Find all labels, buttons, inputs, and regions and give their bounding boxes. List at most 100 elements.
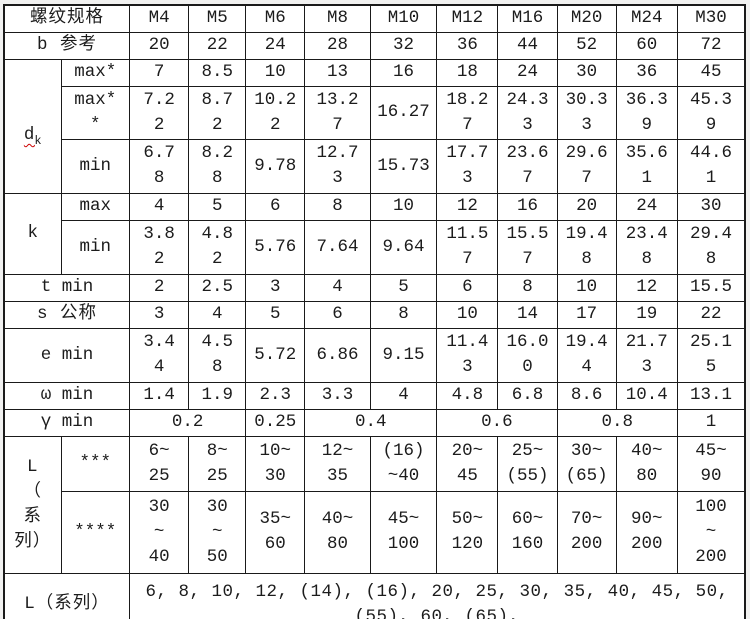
cell-omega-m5: 1.9 <box>188 381 247 410</box>
cell-k-max-m24: 24 <box>615 192 678 221</box>
cell-k-max-m8: 8 <box>304 192 371 221</box>
cell-L1-m6: 10~ 30 <box>245 435 306 492</box>
cell-k-min-m4: 3.8 2 <box>129 219 190 275</box>
cell-gamma-m8-m10: 0.4 <box>304 408 438 437</box>
cell-omega-m8: 3.3 <box>304 381 371 410</box>
cell-dk-min-m6: 9.78 <box>245 138 306 194</box>
row-label-b: b 参考 <box>3 31 131 60</box>
cell-series-list: 6, 8, 10, 12, (14), (16), 20, 25, 30, 35… <box>129 572 746 619</box>
cell-e-m30: 25.1 5 <box>676 327 746 383</box>
row-series: L（系列） 6, 8, 10, 12, (14), (16), 20, 25, … <box>3 572 746 619</box>
cell-L2-m12: 50~ 120 <box>436 490 499 574</box>
row-gamma: γ min 0.2 0.25 0.4 0.6 0.8 1 <box>3 408 746 437</box>
row-label-k: k <box>3 192 62 275</box>
cell-dk-max2-m12: 18.2 7 <box>436 85 499 140</box>
cell-gamma-m4-m5: 0.2 <box>129 408 247 437</box>
row-label-series: L（系列） <box>3 572 131 619</box>
sub-label-L-range2: **** <box>60 490 131 574</box>
cell-dk-max2-m5: 8.7 2 <box>188 85 247 140</box>
cell-dk-max2-m30: 45.3 9 <box>676 85 746 140</box>
cell-t-m5: 2.5 <box>188 273 247 302</box>
cell-k-max-m30: 30 <box>676 192 746 221</box>
row-L-range2: **** 30 ~ 40 30 ~ 50 35~ 60 40~ 80 45~ 1… <box>4 490 746 574</box>
cell-dk-max2-m8: 13.2 7 <box>304 85 371 140</box>
cell-s-m10: 8 <box>369 300 438 329</box>
cell-t-m16: 8 <box>497 273 558 302</box>
col-header-m24: M24 <box>615 4 678 33</box>
cell-k-max-m6: 6 <box>245 192 306 221</box>
row-e: e min 3.4 4 4.5 8 5.72 6.86 9.15 11.4 3 … <box>3 327 746 383</box>
cell-s-m30: 22 <box>676 300 746 329</box>
cell-omega-m10: 4 <box>369 381 438 410</box>
cell-L2-m8: 40~ 80 <box>304 490 371 574</box>
cell-e-m20: 19.4 4 <box>556 327 617 383</box>
row-omega: ω min 1.4 1.9 2.3 3.3 4 4.8 6.8 8.6 10.4… <box>3 381 746 410</box>
cell-gamma-m12-m16: 0.6 <box>436 408 558 437</box>
cell-L1-m5: 8~ 25 <box>188 435 247 492</box>
cell-dk-max1-m24: 36 <box>615 58 678 87</box>
cell-dk-max1-m8: 13 <box>304 58 371 87</box>
cell-L1-m12: 20~ 45 <box>436 435 499 492</box>
cell-s-m24: 19 <box>615 300 678 329</box>
cell-e-m12: 11.4 3 <box>436 327 499 383</box>
cell-b-m5: 22 <box>188 31 247 60</box>
col-header-m10: M10 <box>369 4 438 33</box>
cell-b-m16: 44 <box>497 31 558 60</box>
cell-omega-m16: 6.8 <box>497 381 558 410</box>
cell-e-m6: 5.72 <box>245 327 306 383</box>
cell-b-m20: 52 <box>556 31 617 60</box>
cell-L1-m10: (16) ~40 <box>369 435 438 492</box>
cell-L2-m30: 100 ~ 200 <box>676 490 746 574</box>
dk-label: dk <box>23 125 42 148</box>
cell-dk-max1-m5: 8.5 <box>188 58 247 87</box>
cell-k-min-m30: 29.4 8 <box>676 219 746 275</box>
cell-t-m30: 15.5 <box>676 273 746 302</box>
cell-dk-max2-m4: 7.2 2 <box>129 85 190 140</box>
row-label-s: s 公称 <box>3 300 131 329</box>
cell-e-m16: 16.0 0 <box>497 327 558 383</box>
sub-label-L-range1: *** <box>60 435 131 492</box>
cell-L1-m4: 6~ 25 <box>129 435 190 492</box>
cell-dk-max1-m10: 16 <box>369 58 438 87</box>
cell-dk-max1-m4: 7 <box>129 58 190 87</box>
cell-k-max-m20: 20 <box>556 192 617 221</box>
cell-b-m30: 72 <box>676 31 746 60</box>
cell-e-m10: 9.15 <box>369 327 438 383</box>
sub-label-dk-max2: max* * <box>60 85 131 140</box>
col-header-m5: M5 <box>188 4 247 33</box>
cell-L2-m4: 30 ~ 40 <box>129 490 190 574</box>
cell-b-m6: 24 <box>245 31 306 60</box>
cell-L2-m24: 90~ 200 <box>615 490 678 574</box>
cell-s-m8: 6 <box>304 300 371 329</box>
sub-label-k-min: min <box>60 219 131 275</box>
cell-s-m20: 17 <box>556 300 617 329</box>
cell-dk-min-m20: 29.6 7 <box>556 138 617 194</box>
cell-s-m12: 10 <box>436 300 499 329</box>
header-thread-spec: 螺纹规格 <box>3 4 131 33</box>
col-header-m6: M6 <box>245 4 306 33</box>
row-k-min: min 3.8 2 4.8 2 5.76 7.64 9.64 11.5 7 15… <box>4 219 746 275</box>
row-label-dk: dk <box>3 58 62 194</box>
cell-b-m10: 32 <box>369 31 438 60</box>
row-s: s 公称 3 4 5 6 8 10 14 17 19 22 <box>3 300 746 329</box>
row-label-L: L （ 系 列） <box>3 435 62 574</box>
cell-dk-min-m30: 44.6 1 <box>676 138 746 194</box>
col-header-m30: M30 <box>676 4 746 33</box>
cell-b-m12: 36 <box>436 31 499 60</box>
cell-e-m8: 6.86 <box>304 327 371 383</box>
row-t: t min 2 2.5 3 4 5 6 8 10 12 15.5 <box>3 273 746 302</box>
cell-dk-max2-m20: 30.3 3 <box>556 85 617 140</box>
col-header-m20: M20 <box>556 4 617 33</box>
cell-dk-max1-m12: 18 <box>436 58 499 87</box>
row-b: b 参考 20 22 24 28 32 36 44 52 60 72 <box>3 31 746 60</box>
cell-s-m5: 4 <box>188 300 247 329</box>
col-header-m8: M8 <box>304 4 371 33</box>
cell-dk-max2-m6: 10.2 2 <box>245 85 306 140</box>
sub-label-k-max: max <box>60 192 131 221</box>
sub-label-dk-min: min <box>60 138 131 194</box>
cell-dk-min-m16: 23.6 7 <box>497 138 558 194</box>
cell-omega-m12: 4.8 <box>436 381 499 410</box>
cell-k-min-m20: 19.4 8 <box>556 219 617 275</box>
cell-L2-m10: 45~ 100 <box>369 490 438 574</box>
